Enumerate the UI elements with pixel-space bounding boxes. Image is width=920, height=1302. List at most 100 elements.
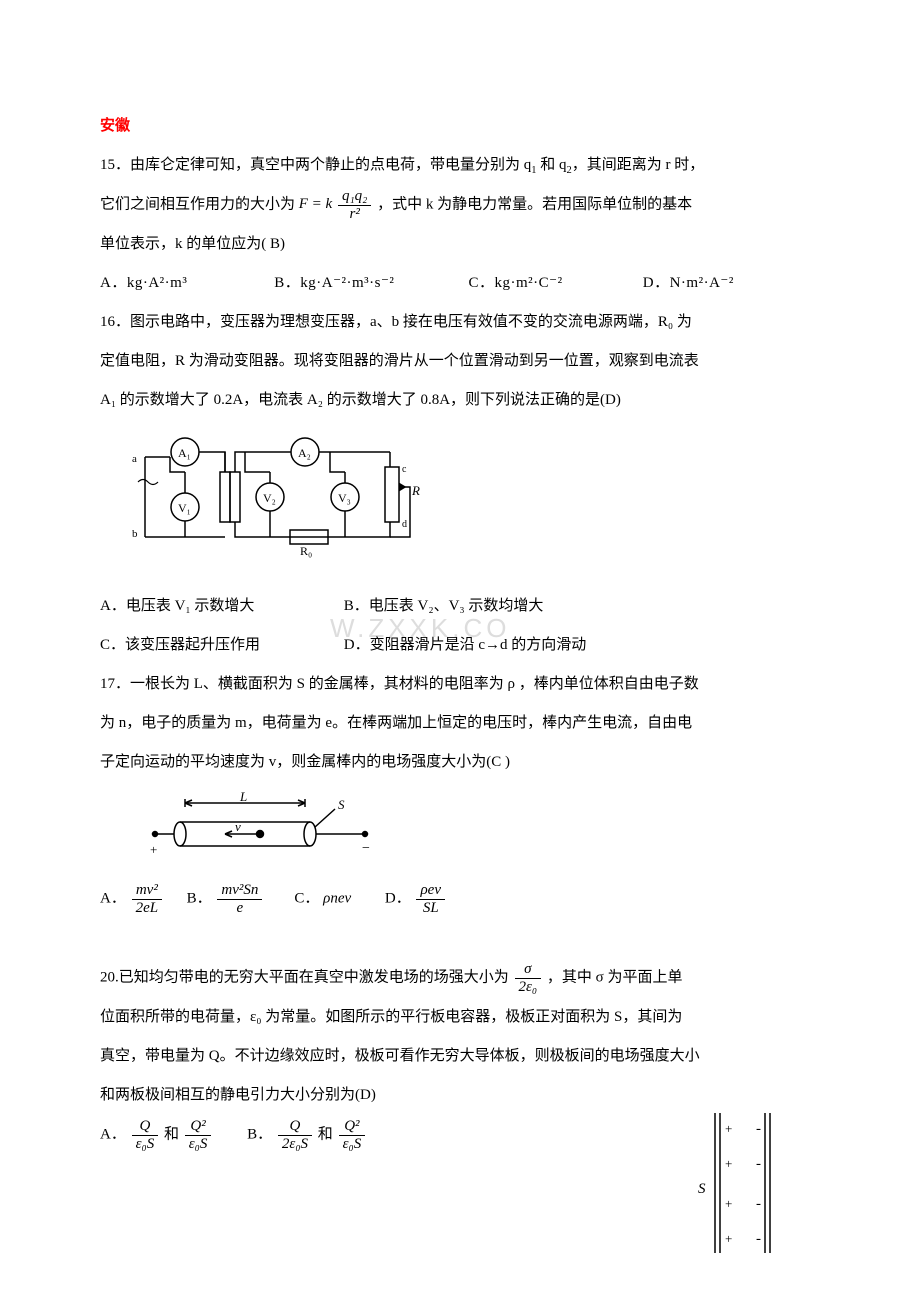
q17-a-den: 2eL: [132, 900, 163, 917]
label-r: R: [411, 483, 420, 498]
circuit-svg: a b A₁ V₁ A₂ V₂ V₃: [130, 427, 440, 567]
coulomb-fraction: q₁q₂ r²: [338, 188, 371, 222]
cap-minus1: -: [756, 1121, 761, 1137]
q20-a1: Q ε₀S: [132, 1118, 159, 1152]
label-r0: R₀: [300, 544, 312, 558]
rod-diagram: + − L v S: [140, 789, 820, 872]
q20-line3: 真空，带电量为 Q。不计边缘效应时，极板可看作无穷大导体板，则极板间的电场强度大…: [100, 1040, 820, 1073]
q15-opt-a: A．kg·A²·m³: [100, 267, 270, 300]
q20-f1-den: 2ε₀: [515, 979, 542, 996]
label-c: c: [402, 464, 407, 475]
q15-opt-c: C．kg·m²·C⁻²: [469, 267, 639, 300]
q16-number: 16．: [100, 314, 130, 330]
label-v2: V₂: [263, 491, 276, 505]
q20-l1b: ，其中 σ 为平面上单: [547, 969, 683, 985]
q17-d-num: ρev: [416, 882, 445, 900]
q17-line2: 为 n，电子的质量为 m，电荷量为 e。在棒两端加上恒定的电压时，棒内产生电流，…: [100, 707, 820, 740]
q15-options: A．kg·A²·m³ B．kg·A⁻²·m³·s⁻² C．kg·m²·C⁻² D…: [100, 267, 820, 300]
q17-line3: 子定向运动的平均速度为 v，则金属棒内的电场强度大小为(C ): [100, 746, 820, 779]
rod-plus: +: [150, 842, 157, 857]
q15-t1: 由库仑定律可知，真空中两个静止的点电荷，带电量分别为 q: [130, 157, 531, 173]
q16-opts-line1: A．电压表 V₁ 示数增大 B．电压表 V₂、V₃ 示数均增大: [100, 590, 820, 623]
q15-t2: 和 q: [537, 157, 567, 173]
q20-f1-num: σ: [515, 961, 542, 979]
cap-plus4: +: [725, 1231, 732, 1246]
q16-opt-c: C．该变压器起升压作用: [100, 629, 340, 662]
province-header: 安徽: [100, 110, 820, 143]
q20-a1-num: Q: [132, 1118, 159, 1136]
q20-l1a: 已知均匀带电的无穷大平面在真空中激发电场的场强大小为: [119, 969, 509, 985]
q16-opt-d: D．变阻器滑片是沿 c→d 的方向滑动: [344, 637, 587, 653]
rod-minus: −: [362, 841, 370, 856]
label-d: d: [402, 519, 407, 530]
q16-line2: 定值电阻，R 为滑动变阻器。现将变阻器的滑片从一个位置滑动到另一位置，观察到电流…: [100, 345, 820, 378]
q16-l1: 图示电路中，变压器为理想变压器，a、b 接在电压有效值不变的交流电源两端，R₀ …: [130, 314, 692, 330]
q17-number: 17．: [100, 676, 130, 692]
q20-line2: 位面积所带的电荷量，ε₀ 为常量。如图所示的平行板电容器，极板正对面积为 S，其…: [100, 1001, 820, 1034]
q17-b-den: e: [217, 900, 262, 917]
q17-opt-b-label: B．: [187, 890, 212, 906]
q20-b1-den: 2ε₀S: [278, 1136, 312, 1153]
q15-opt-b: B．kg·A⁻²·m³·s⁻²: [274, 267, 464, 300]
q17-opt-d-frac: ρev SL: [416, 882, 445, 916]
q17-b-num: mv²Sn: [217, 882, 262, 900]
q15-line3: 单位表示，k 的单位应为( B): [100, 228, 820, 261]
coulomb-num: q₁q₂: [338, 188, 371, 206]
cap-plus3: +: [725, 1196, 732, 1211]
q20-b2-num: Q²: [339, 1118, 366, 1136]
cap-minus4: -: [756, 1231, 761, 1247]
label-v3: V₃: [338, 491, 351, 505]
circuit-diagram: a b A₁ V₁ A₂ V₂ V₃: [130, 427, 820, 580]
rod-S: S: [338, 797, 345, 812]
capacitor-diagram: + + + + - - - - S: [690, 1108, 790, 1258]
q17-opt-c-label: C．: [294, 890, 319, 906]
q16-line1: 16．图示电路中，变压器为理想变压器，a、b 接在电压有效值不变的交流电源两端，…: [100, 306, 820, 339]
label-a2: A₂: [298, 446, 311, 460]
q20-a2: Q² ε₀S: [185, 1118, 212, 1152]
q15-t3: ，其间距离为 r 时，: [572, 157, 705, 173]
q17-opt-c-val: ρnev: [323, 890, 351, 906]
q20-b1: Q 2ε₀S: [278, 1118, 312, 1152]
q20-f1: σ 2ε₀: [515, 961, 542, 995]
q15-line2: 它们之间相互作用力的大小为 F = k q₁q₂ r² ，式中 k 为静电力常量…: [100, 188, 820, 222]
q17-a-num: mv²: [132, 882, 163, 900]
q17-opt-b-frac: mv²Sn e: [217, 882, 262, 916]
q20-a2-den: ε₀S: [185, 1136, 212, 1153]
label-b: b: [132, 528, 138, 540]
q16-opts-line2: C．该变压器起升压作用 D．变阻器滑片是沿 c→d 的方向滑动: [100, 629, 820, 662]
q16-line3: A₁ 的示数增大了 0.2A，电流表 A₂ 的示数增大了 0.8A，则下列说法正…: [100, 384, 820, 417]
q17-opt-d-label: D．: [385, 890, 411, 906]
q17-opt-a-label: A．: [100, 890, 126, 906]
cap-minus2: -: [756, 1156, 761, 1172]
cap-plus1: +: [725, 1121, 732, 1136]
q20-a2-num: Q²: [185, 1118, 212, 1136]
q20-b2-den: ε₀S: [339, 1136, 366, 1153]
q15-opt-d: D．N·m²·A⁻²: [643, 275, 734, 291]
q15-formula: F = k q₁q₂ r²: [299, 196, 377, 212]
label-a: a: [132, 453, 137, 465]
rod-svg: + − L v S: [140, 789, 400, 859]
q17-opt-a-frac: mv² 2eL: [132, 882, 163, 916]
q20-b-and: 和: [318, 1126, 337, 1142]
q20-a1-den: ε₀S: [132, 1136, 159, 1153]
cap-minus3: -: [756, 1196, 761, 1212]
coulomb-den: r²: [338, 206, 371, 223]
q20-b1-num: Q: [278, 1118, 312, 1136]
q16-opt-a: A．电压表 V₁ 示数增大: [100, 590, 340, 623]
q17-l1: 一根长为 L、横截面积为 S 的金属棒，其材料的电阻率为 ρ ，棒内单位体积自由…: [130, 676, 699, 692]
q17-line1: 17．一根长为 L、横截面积为 S 的金属棒，其材料的电阻率为 ρ ，棒内单位体…: [100, 668, 820, 701]
q20-a-label: A．: [100, 1126, 126, 1142]
q15-l2b: ，式中 k 为静电力常量。若用国际单位制的基本: [377, 196, 692, 212]
q20-b2: Q² ε₀S: [339, 1118, 366, 1152]
q17-options: A． mv² 2eL B． mv²Sn e C． ρnev D． ρev SL: [100, 882, 820, 916]
label-a1: A₁: [178, 446, 191, 460]
rod-L: L: [239, 789, 247, 804]
cap-S: S: [698, 1181, 706, 1197]
cap-plus2: +: [725, 1156, 732, 1171]
q15-number: 15．: [100, 157, 130, 173]
q17-d-den: SL: [416, 900, 445, 917]
q15-formula-lhs: F = k: [299, 196, 332, 212]
q15-l2a: 它们之间相互作用力的大小为: [100, 196, 295, 212]
q15-line1: 15．由库仑定律可知，真空中两个静止的点电荷，带电量分别为 q1 和 q2，其间…: [100, 149, 820, 182]
q20-number: 20.: [100, 969, 119, 985]
